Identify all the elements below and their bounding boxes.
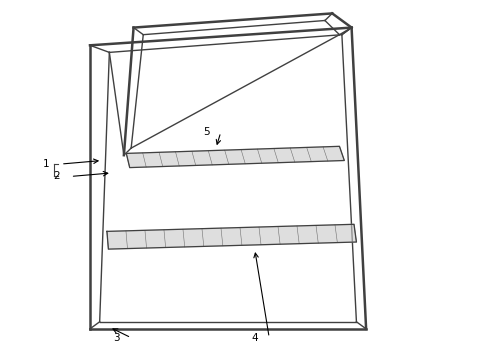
Text: 2: 2 [53, 171, 59, 181]
Text: 5: 5 [203, 127, 210, 137]
Text: 4: 4 [251, 333, 258, 343]
Polygon shape [126, 146, 344, 168]
Text: 3: 3 [113, 333, 120, 343]
Text: 1: 1 [43, 159, 49, 169]
Polygon shape [107, 224, 356, 249]
